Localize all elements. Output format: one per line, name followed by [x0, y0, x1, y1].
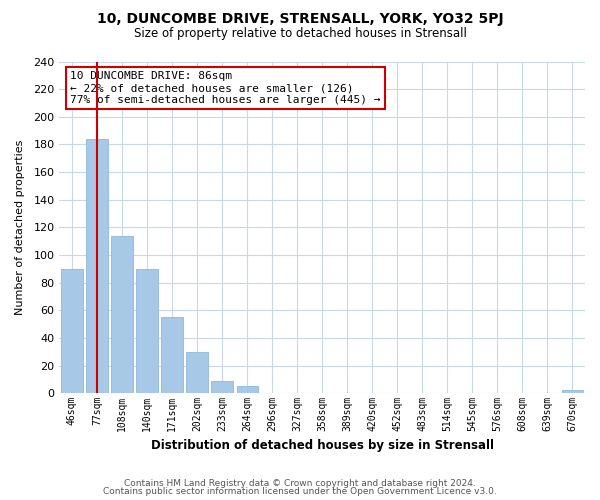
X-axis label: Distribution of detached houses by size in Strensall: Distribution of detached houses by size …	[151, 440, 494, 452]
Bar	[187, 352, 208, 393]
Text: Contains public sector information licensed under the Open Government Licence v3: Contains public sector information licen…	[103, 487, 497, 496]
Text: 10, DUNCOMBE DRIVE, STRENSALL, YORK, YO32 5PJ: 10, DUNCOMBE DRIVE, STRENSALL, YORK, YO3…	[97, 12, 503, 26]
Text: 10 DUNCOMBE DRIVE: 86sqm
← 22% of detached houses are smaller (126)
77% of semi-: 10 DUNCOMBE DRIVE: 86sqm ← 22% of detach…	[70, 72, 380, 104]
Bar	[86, 139, 107, 393]
Bar	[112, 236, 133, 393]
Text: Size of property relative to detached houses in Strensall: Size of property relative to detached ho…	[134, 28, 466, 40]
Bar	[161, 317, 182, 393]
Bar	[61, 269, 83, 393]
Text: Contains HM Land Registry data © Crown copyright and database right 2024.: Contains HM Land Registry data © Crown c…	[124, 478, 476, 488]
Bar	[236, 386, 258, 393]
Bar	[136, 269, 158, 393]
Y-axis label: Number of detached properties: Number of detached properties	[15, 140, 25, 315]
Bar	[211, 380, 233, 393]
Bar	[562, 390, 583, 393]
